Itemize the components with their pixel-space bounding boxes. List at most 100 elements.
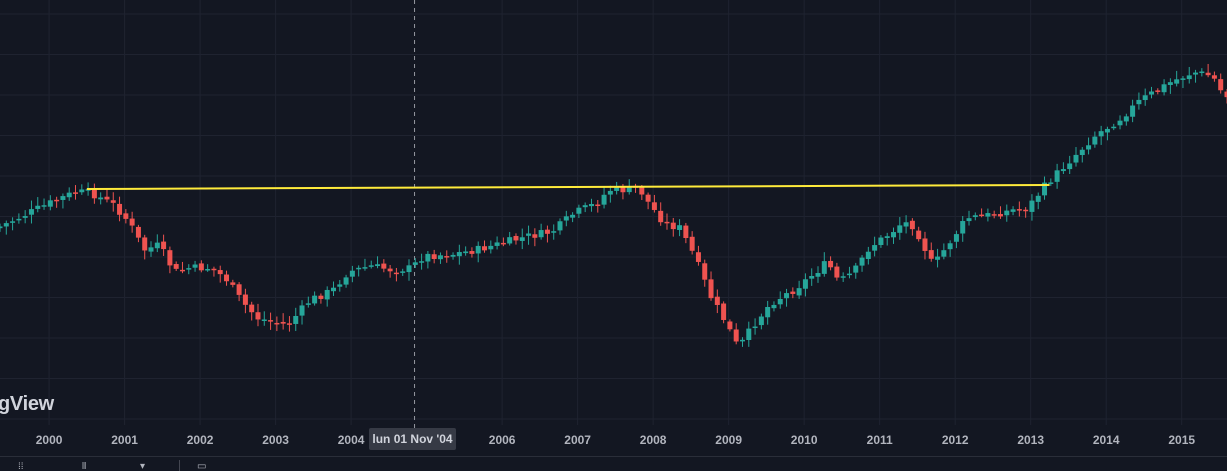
candle-up — [337, 284, 342, 286]
candle-down — [432, 254, 437, 259]
candle-up — [1099, 131, 1104, 136]
x-tick-label: 2001 — [111, 433, 138, 447]
candle-up — [407, 265, 412, 272]
candle-down — [532, 234, 537, 238]
candle-down — [998, 214, 1003, 216]
tradingview-watermark: gView — [0, 393, 54, 416]
candle-down — [620, 187, 625, 192]
x-tick-label: 2015 — [1168, 433, 1195, 447]
candle-up — [847, 274, 852, 276]
candle-up — [1199, 72, 1204, 74]
candle-down — [230, 282, 235, 284]
resistance-line[interactable] — [87, 185, 1050, 189]
candle-down — [715, 297, 720, 305]
crosshair-date-label: lun 01 Nov '04 — [369, 428, 456, 450]
candle-up — [985, 213, 990, 217]
resistance-trendline — [87, 185, 1050, 189]
candle-up — [1105, 129, 1110, 133]
candle-up — [570, 215, 575, 218]
candle-down — [727, 321, 732, 329]
candle-down — [671, 223, 676, 229]
candle-up — [1086, 145, 1091, 149]
candle-down — [639, 187, 644, 194]
candle-up — [822, 261, 827, 274]
candle-up — [400, 271, 405, 273]
candle-up — [1174, 79, 1179, 83]
candle-down — [1023, 210, 1028, 212]
candle-up — [457, 252, 462, 256]
candle-up — [809, 276, 814, 279]
candle-up — [23, 216, 28, 218]
candle-up — [753, 327, 758, 329]
candle-down — [117, 204, 122, 215]
candle-down — [136, 227, 141, 238]
candle-down — [268, 320, 273, 322]
candle-up — [1073, 155, 1078, 163]
candle-up — [1055, 170, 1060, 182]
candle-down — [218, 270, 223, 274]
candle-up — [306, 303, 311, 305]
candle-down — [174, 264, 179, 269]
candle-up — [1162, 84, 1167, 92]
candle-up — [1168, 82, 1173, 85]
x-tick-label: 2011 — [867, 433, 893, 447]
candle-up — [967, 218, 972, 221]
candle-up — [476, 246, 481, 254]
candle-down — [646, 195, 651, 202]
candle-down — [104, 197, 109, 200]
candle-down — [199, 263, 204, 270]
candle-up — [1111, 127, 1116, 129]
candle-up — [1067, 163, 1072, 169]
x-tick-label: 2008 — [640, 433, 667, 447]
candle-up — [463, 251, 468, 253]
candle-down — [1218, 79, 1223, 90]
candle-down — [180, 270, 185, 272]
chart-grid — [0, 0, 1227, 425]
candle-down — [929, 250, 934, 259]
candle-down — [922, 238, 927, 250]
candle-up — [1011, 209, 1016, 212]
candle-up — [1143, 95, 1148, 100]
candle-up — [344, 277, 349, 284]
x-tick-label: 2000 — [36, 433, 63, 447]
candle-down — [388, 269, 393, 272]
candle-up — [1029, 201, 1034, 212]
candle-down — [1206, 73, 1211, 75]
candle-up — [948, 243, 953, 249]
x-tick-label: 2006 — [489, 433, 516, 447]
candle-up — [1180, 78, 1185, 80]
candle-down — [318, 296, 323, 299]
candle-up — [331, 288, 336, 292]
candle-down — [444, 256, 449, 258]
candle-up — [558, 221, 563, 230]
candle-up — [60, 196, 65, 200]
candle-down — [696, 252, 701, 262]
candle-down — [721, 304, 726, 320]
candle-up — [425, 254, 430, 262]
candle-up — [539, 230, 544, 237]
candle-up — [740, 340, 745, 342]
candle-up — [564, 216, 569, 220]
candle-up — [872, 245, 877, 251]
candle-up — [778, 299, 783, 304]
candle-down — [111, 200, 116, 203]
candle-down — [243, 295, 248, 305]
candle-up — [495, 242, 500, 245]
candle-up — [262, 320, 267, 322]
candle-up — [149, 247, 154, 251]
candle-up — [583, 205, 588, 207]
candle-up — [293, 316, 298, 324]
candle-up — [576, 208, 581, 214]
candle-down — [482, 246, 487, 250]
x-tick-label: 2007 — [564, 433, 591, 447]
candle-up — [350, 271, 355, 277]
candle-up — [98, 198, 103, 200]
candle-up — [4, 223, 9, 226]
candle-up — [1092, 137, 1097, 145]
candle-down — [690, 237, 695, 251]
candle-up — [1193, 73, 1198, 75]
candle-up — [1080, 150, 1085, 155]
x-tick-label: 2003 — [262, 433, 289, 447]
candle-up — [155, 243, 160, 249]
